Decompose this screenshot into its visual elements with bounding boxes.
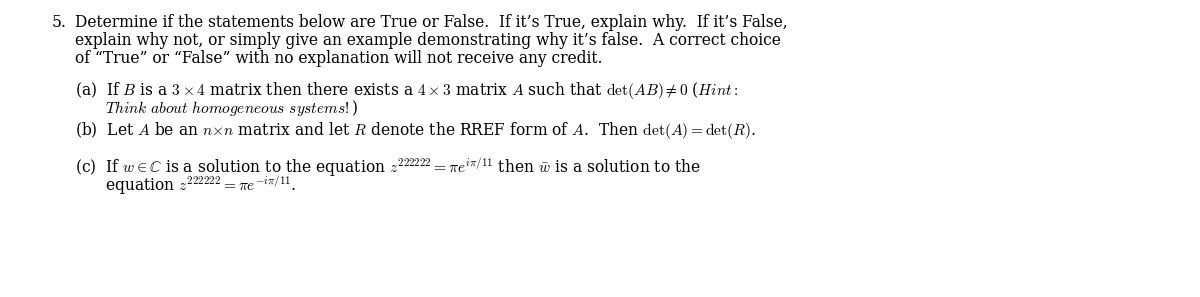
Text: equation $z^{222222} = \pi e^{-i\pi/11}$.: equation $z^{222222} = \pi e^{-i\pi/11}$… <box>106 174 296 197</box>
Text: (c)  If $w \in \mathbb{C}$ is a solution to the equation $z^{222222} = \pi e^{i\: (c) If $w \in \mathbb{C}$ is a solution … <box>74 156 701 178</box>
Text: 5.: 5. <box>52 14 67 31</box>
Text: $\mathit{Think\ about\ homogeneous\ systems!}$): $\mathit{Think\ about\ homogeneous\ syst… <box>106 98 359 118</box>
Text: explain why not, or simply give an example demonstrating why it’s false.  A corr: explain why not, or simply give an examp… <box>74 32 781 49</box>
Text: Determine if the statements below are True or False.  If it’s True, explain why.: Determine if the statements below are Tr… <box>74 14 787 31</box>
Text: (a)  If $B$ is a $3 \times 4$ matrix then there exists a $4 \times 3$ matrix $A$: (a) If $B$ is a $3 \times 4$ matrix then… <box>74 80 739 101</box>
Text: of “True” or “False” with no explanation will not receive any credit.: of “True” or “False” with no explanation… <box>74 50 602 67</box>
Text: (b)  Let $A$ be an $n{\times}n$ matrix and let $R$ denote the RREF form of $A$. : (b) Let $A$ be an $n{\times}n$ matrix an… <box>74 120 756 141</box>
